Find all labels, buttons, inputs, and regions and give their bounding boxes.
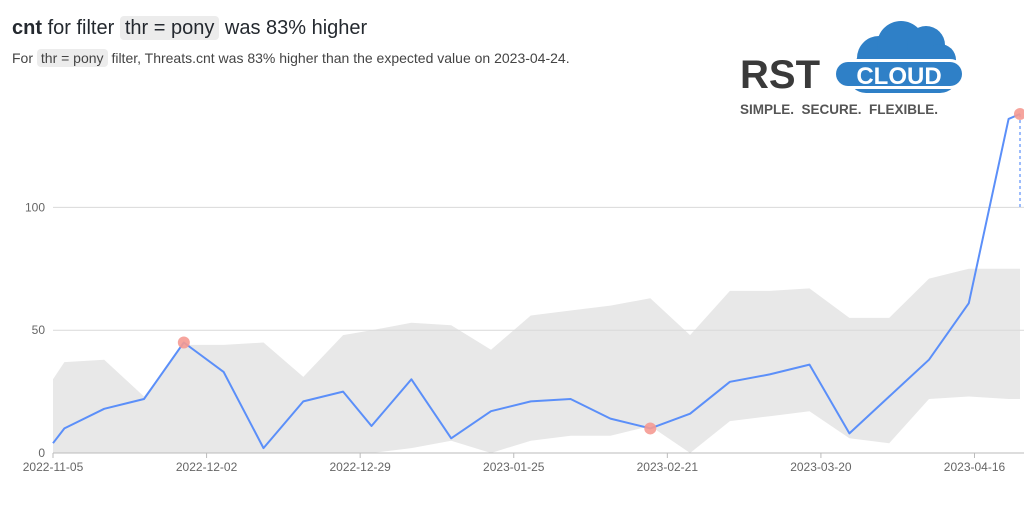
y-tick-label: 100 [25, 200, 45, 214]
y-tick-label: 50 [32, 323, 46, 337]
x-tick-label: 2022-12-02 [176, 460, 238, 474]
x-tick-label: 2023-04-16 [944, 460, 1006, 474]
x-tick-label: 2023-03-20 [790, 460, 852, 474]
title-prefix: for filter [47, 17, 115, 39]
title-suffix: was 83% higher [224, 17, 368, 39]
logo-brand-left: RST [740, 53, 820, 97]
anomaly-point [177, 336, 190, 349]
metric-name: cnt [12, 17, 42, 39]
series-line-cnt [52, 113, 1021, 450]
x-tick-label: 2023-02-21 [637, 460, 699, 474]
x-tick-label: 2022-12-29 [329, 460, 391, 474]
subtitle-prefix: For [12, 50, 33, 66]
x-tick-label: 2022-11-05 [23, 460, 84, 474]
subtitle-filter-pill: thr = pony [36, 49, 108, 67]
expected-range-band [53, 268, 1020, 453]
chart-subtitle: For thr = pony filter, Threats.cnt was 8… [12, 48, 570, 68]
cloud-shape [833, 21, 965, 93]
filter-pill: thr = pony [119, 16, 220, 40]
y-tick-label: 0 [38, 446, 45, 460]
x-tick-label: 2023-01-25 [483, 460, 545, 474]
logo-tagline: SIMPLE. SECURE. FLEXIBLE. [740, 102, 938, 117]
rst-cloud-logo: RST CLOUD SIMPLE. SECURE. FLEXIBLE. [736, 18, 968, 120]
chart-title: cnt for filter thr = pony was 83% higher [12, 14, 367, 42]
subtitle-suffix: filter, Threats.cnt was 83% higher than … [111, 50, 570, 66]
logo-brand-right: CLOUD [856, 63, 941, 90]
anomaly-point [644, 422, 657, 435]
anomaly-point [1014, 108, 1024, 121]
